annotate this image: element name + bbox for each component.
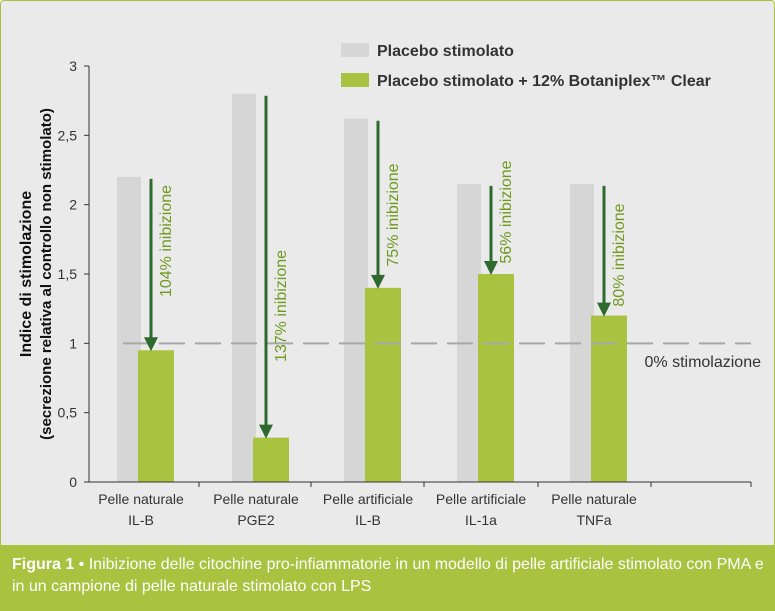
y-tick-label-6: 3 [69, 58, 77, 74]
annotation-label-1: 104% inibizione [158, 185, 175, 297]
bar-botaniplex-2 [253, 437, 289, 482]
bar-placebo-3 [344, 118, 368, 483]
y-tick-label-3: 1,5 [58, 266, 78, 282]
bar-placebo-1 [117, 176, 141, 482]
annotation-label-3: 75% inibizione [385, 163, 402, 266]
arrow-head-5 [597, 302, 611, 317]
bar-placebo-2 [232, 93, 256, 482]
x-tick-label-2-line1: Pelle naturale [213, 491, 299, 507]
figure-caption: Figura 1 • Inibizione delle citochine pr… [0, 545, 775, 611]
bar-botaniplex-4 [478, 274, 514, 482]
annotation-label-5: 80% inibizione [611, 203, 628, 306]
y-tick-label-4: 2 [69, 197, 77, 213]
x-tick-label-5-line1: Pelle naturale [551, 491, 637, 507]
arrow-head-2 [259, 424, 273, 439]
caption-separator: • [74, 556, 89, 573]
x-tick-label-2-line2: PGE2 [237, 512, 275, 528]
x-tick-label-1-line2: IL-B [128, 512, 154, 528]
x-tick-label-3-line2: IL-B [355, 512, 381, 528]
bar-botaniplex-1 [138, 350, 174, 482]
x-tick-label-5-line2: TNFa [577, 512, 612, 528]
legend-label-1: Placebo stimolato [377, 43, 514, 60]
legend-swatch-1 [341, 43, 369, 57]
y-tick-label-0: 0 [69, 474, 77, 490]
x-tick-label-3-line1: Pelle artificiale [323, 491, 413, 507]
caption-text: Inibizione delle citochine pro-infiammat… [12, 556, 764, 595]
annotation-label-4: 56% inibizione [498, 160, 515, 263]
caption-prefix: Figura 1 [12, 556, 75, 573]
x-tick-label-4-line2: IL-1a [465, 512, 497, 528]
bar-placebo-5 [570, 183, 594, 482]
x-tick-label-4-line1: Pelle artificiale [436, 491, 526, 507]
y-axis-subtitle: (secrezione relativa al controllo non st… [38, 108, 55, 440]
bar-chart: Placebo stimolato Placebo stimolato + 12%… [18, 43, 762, 528]
y-tick-label-5: 2,5 [58, 127, 78, 143]
y-tick-label-1: 0,5 [58, 405, 78, 421]
bar-botaniplex-3 [365, 287, 401, 482]
bar-botaniplex-5 [591, 315, 627, 482]
y-tick-label-2: 1 [69, 335, 77, 351]
arrow-head-1 [144, 337, 158, 352]
y-axis-title: Indice di stimolazione [18, 191, 35, 357]
arrow-head-3 [371, 274, 385, 289]
legend-swatch-2 [341, 73, 369, 87]
bar-placebo-4 [457, 183, 481, 482]
annotation-label-2: 137% inibizione [273, 250, 290, 362]
arrow-head-4 [484, 261, 498, 275]
reference-line-label: 0% stimolazione [645, 354, 762, 371]
legend-label-2: Placebo stimolato + 12% Botaniplex™ Clea… [377, 73, 711, 90]
x-tick-label-1-line1: Pelle naturale [98, 491, 184, 507]
